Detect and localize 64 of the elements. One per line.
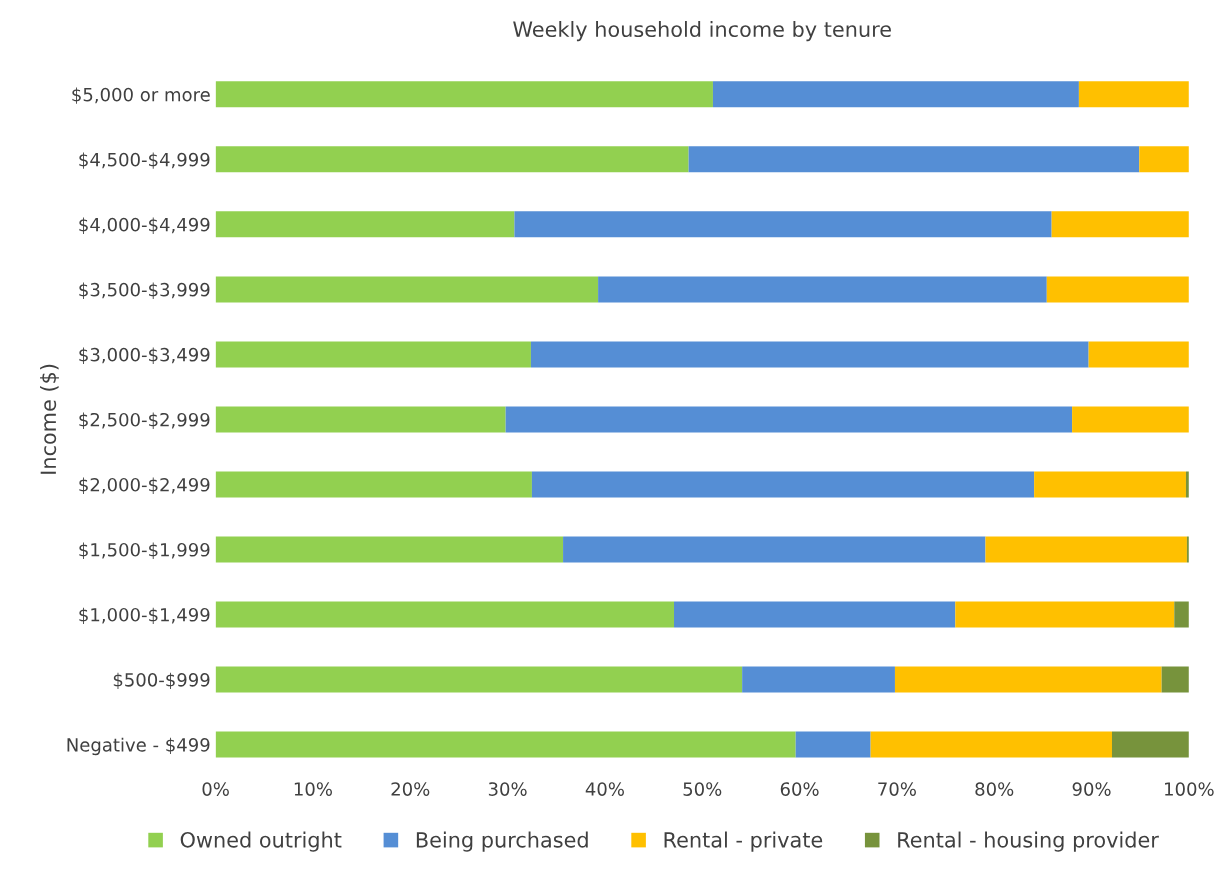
legend-label: Being purchased	[416, 831, 588, 852]
bar	[870, 731, 1112, 758]
bar	[1051, 211, 1189, 238]
chart-title: Weekly household income by tenure	[513, 20, 891, 42]
bar	[1034, 471, 1186, 498]
y-tick-label: $4,000-$4,499	[79, 217, 210, 234]
y-tick-label: $2,000-$2,499	[79, 477, 210, 494]
bar	[531, 471, 1035, 498]
bar	[215, 601, 675, 628]
bar	[688, 146, 1140, 173]
bar	[530, 341, 1089, 368]
x-tick-label: 0%	[202, 782, 229, 796]
x-tick-label: 30%	[488, 782, 527, 796]
x-tick-label: 50%	[683, 782, 722, 796]
bar	[1161, 666, 1189, 693]
y-tick-label: $3,500-$3,999	[79, 282, 210, 299]
bar	[215, 211, 515, 238]
bar	[894, 666, 1162, 693]
bar	[505, 406, 1073, 433]
bar	[742, 666, 895, 693]
bar	[215, 731, 796, 758]
x-tick-label: 70%	[878, 782, 916, 796]
bar	[563, 536, 986, 563]
x-tick-label: 40%	[585, 782, 624, 796]
bar	[514, 211, 1052, 238]
legend-label: Rental - housing provider	[898, 831, 1159, 852]
bar	[1046, 276, 1189, 303]
x-tick-label: 10%	[294, 782, 332, 796]
bar	[1078, 81, 1189, 108]
bar	[215, 146, 689, 173]
bar	[795, 731, 871, 758]
bar	[215, 406, 506, 433]
y-tick-label: $5,000 or more	[72, 87, 210, 104]
x-tick-label: 80%	[975, 782, 1014, 796]
bar	[1111, 731, 1189, 758]
bar	[985, 536, 1187, 563]
y-tick-label: $2,500-$2,999	[79, 412, 210, 429]
bar	[955, 601, 1175, 628]
bar	[215, 536, 564, 563]
y-tick-label: $1,500-$1,999	[79, 542, 210, 559]
y-tick-label: $3,000-$3,499	[79, 347, 210, 364]
legend-label: Rental - private	[664, 831, 823, 852]
x-tick-label: 20%	[391, 782, 430, 796]
y-tick-label: Negative - $499	[67, 737, 210, 756]
bar	[674, 601, 956, 628]
bar	[1174, 601, 1189, 628]
y-axis-title: Income ($)	[40, 364, 59, 474]
bar	[1088, 341, 1189, 368]
legend-label: Owned outright	[180, 831, 342, 852]
bar	[1072, 406, 1189, 433]
bar	[215, 666, 743, 693]
bar	[598, 276, 1047, 303]
x-tick-label: 100%	[1165, 782, 1214, 796]
bar	[215, 276, 599, 303]
y-tick-label: $500-$999	[113, 672, 210, 690]
x-tick-label: 60%	[780, 782, 819, 796]
bar	[215, 471, 532, 498]
bar	[215, 341, 531, 368]
bar	[712, 81, 1079, 108]
y-tick-label: $4,500-$4,999	[79, 152, 210, 169]
y-tick-label: $1,000-$1,499	[79, 607, 210, 624]
bar	[215, 81, 713, 108]
bar	[1139, 146, 1189, 173]
x-tick-label: 90%	[1072, 782, 1111, 796]
